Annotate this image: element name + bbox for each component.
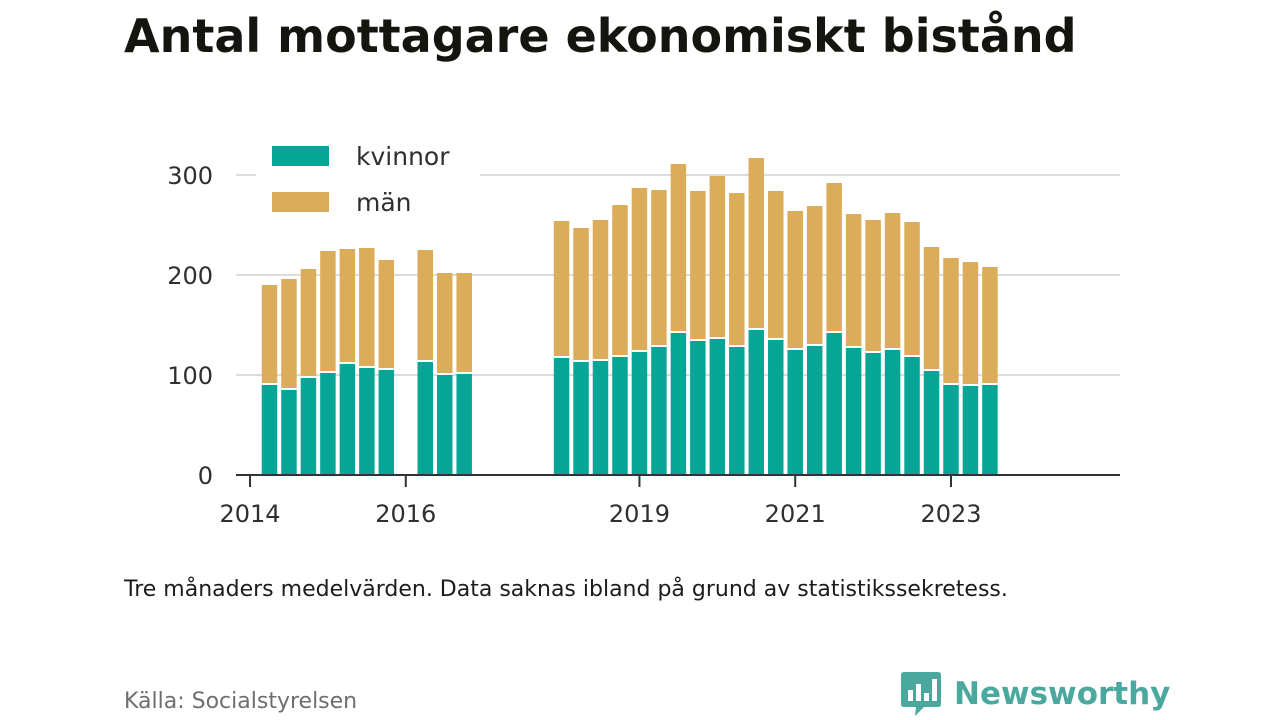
bar-man <box>359 248 375 367</box>
bar-kvinnor <box>378 369 395 475</box>
bar-kvinnor <box>592 360 609 475</box>
bar-kvinnor <box>709 338 726 475</box>
bar-man <box>865 220 881 352</box>
bar-man <box>320 251 336 372</box>
bar-man <box>339 249 356 363</box>
bar-man <box>943 258 959 384</box>
bar-kvinnor <box>748 329 765 475</box>
bar-kvinnor <box>359 367 375 475</box>
brand-name: Newsworthy <box>954 676 1171 712</box>
x-tick-label: 2021 <box>765 500 826 528</box>
bar-kvinnor <box>631 351 648 475</box>
bar-man <box>729 193 745 346</box>
bar-man <box>436 273 453 374</box>
bars <box>261 158 998 475</box>
x-tick-label: 2023 <box>920 500 981 528</box>
bar-kvinnor <box>320 372 336 475</box>
bar-man <box>670 164 687 332</box>
x-tick-label: 2014 <box>219 500 280 528</box>
bar-kvinnor <box>670 332 687 475</box>
bar-man <box>417 250 434 361</box>
y-tick-label: 300 <box>167 162 213 190</box>
bar-kvinnor <box>300 377 317 475</box>
bar-kvinnor <box>845 347 862 475</box>
bar-man <box>651 190 667 346</box>
bar-kvinnor <box>573 361 589 475</box>
y-tick-label: 100 <box>167 362 213 390</box>
bar-kvinnor <box>417 361 434 475</box>
bar-man <box>767 191 784 339</box>
bar-kvinnor <box>690 340 706 475</box>
bar-man <box>845 214 862 347</box>
bar-kvinnor <box>884 349 901 475</box>
bar-kvinnor <box>612 356 628 475</box>
bar-kvinnor <box>982 384 998 475</box>
bar-man <box>300 269 317 377</box>
bar-man <box>553 221 570 357</box>
bar-kvinnor <box>729 346 745 475</box>
bar-man <box>787 211 803 349</box>
bar-man <box>709 176 726 338</box>
x-axis: 2014 2016 2019 2021 2023 <box>219 474 1120 528</box>
bar-kvinnor <box>651 346 667 475</box>
source-credit: Källa: Socialstyrelsen <box>124 689 358 714</box>
bar-kvinnor <box>261 384 278 475</box>
bar-man <box>884 213 901 349</box>
bar-kvinnor <box>806 345 823 475</box>
bar-kvinnor <box>962 385 979 475</box>
chart-title: Antal mottagare ekonomiskt bistånd <box>124 9 1077 63</box>
chart-note: Tre månaders medelvärden. Data saknas ib… <box>124 577 1008 602</box>
bar-kvinnor <box>553 357 570 475</box>
bar-kvinnor <box>436 374 453 475</box>
bar-man <box>962 262 979 385</box>
bar-man <box>281 279 297 389</box>
newsworthy-chart-bubble-icon <box>901 672 941 716</box>
bar-kvinnor <box>787 349 803 475</box>
bar-man <box>456 273 472 373</box>
bar-kvinnor <box>339 363 356 475</box>
bar-man <box>904 222 920 356</box>
bar-kvinnor <box>923 370 940 475</box>
bar-man <box>806 206 823 345</box>
legend-label-man: män <box>356 188 412 217</box>
bar-man <box>261 285 278 384</box>
bar-man <box>573 228 589 361</box>
legend-swatch-kvinnor <box>272 146 329 166</box>
legend: kvinnor män <box>256 138 480 228</box>
bar-man <box>592 220 609 360</box>
bar-man <box>748 158 765 329</box>
bar-man <box>826 183 842 332</box>
x-tick-label: 2019 <box>609 500 670 528</box>
y-axis-tick-labels: 0 100 200 300 <box>167 162 213 490</box>
legend-label-kvinnor: kvinnor <box>356 142 450 171</box>
bar-man <box>690 191 706 340</box>
bar-man <box>631 188 648 351</box>
legend-swatch-man <box>272 192 329 212</box>
bar-kvinnor <box>281 389 297 475</box>
newsworthy-logo: Newsworthy <box>900 668 1170 720</box>
bar-kvinnor <box>456 373 472 475</box>
bar-man <box>378 260 395 369</box>
y-tick-label: 200 <box>167 262 213 290</box>
bar-kvinnor <box>767 339 784 475</box>
bar-kvinnor <box>826 332 842 475</box>
bar-kvinnor <box>904 356 920 475</box>
bar-man <box>923 247 940 370</box>
bar-man <box>982 267 998 384</box>
bar-kvinnor <box>865 352 881 475</box>
y-tick-label: 0 <box>198 462 213 490</box>
x-tick-label: 2016 <box>375 500 436 528</box>
bar-kvinnor <box>943 384 959 475</box>
bar-man <box>612 205 628 356</box>
